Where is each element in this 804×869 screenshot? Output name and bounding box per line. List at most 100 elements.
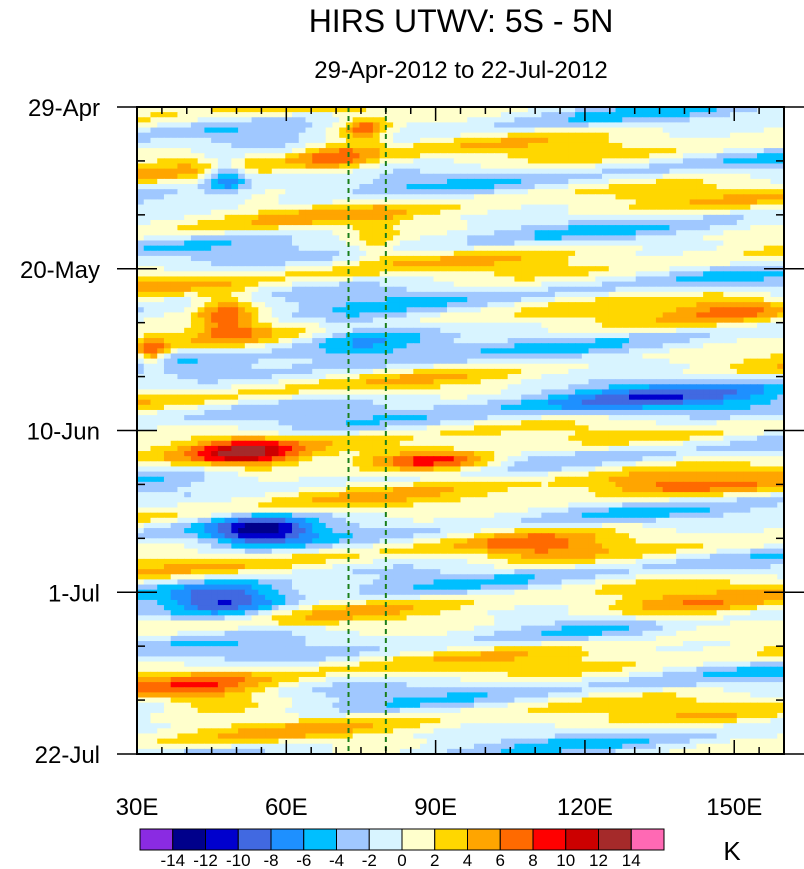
heatmap-cell <box>676 122 684 129</box>
heatmap-cell <box>473 368 482 375</box>
heatmap-cell <box>150 240 158 247</box>
heatmap-cell <box>386 266 394 272</box>
heatmap-cell <box>757 240 765 247</box>
heatmap-cell <box>285 255 293 262</box>
heatmap-cell <box>157 348 165 355</box>
heatmap-cell <box>588 168 596 175</box>
heatmap-cell <box>527 302 536 308</box>
heatmap-cell <box>676 322 684 329</box>
heatmap-cell <box>635 153 644 159</box>
heatmap-cell <box>339 168 347 175</box>
heatmap-cell <box>521 240 529 247</box>
heatmap-cell <box>278 127 286 134</box>
heatmap-cell <box>339 266 347 272</box>
heatmap-cell <box>723 225 731 231</box>
heatmap-cell <box>602 137 610 144</box>
heatmap-cell <box>238 312 246 319</box>
heatmap-cell <box>669 173 677 180</box>
heatmap-cell <box>204 204 212 211</box>
heatmap-cell <box>716 286 724 293</box>
heatmap-cell <box>703 261 711 267</box>
heatmap-cell <box>426 363 435 370</box>
heatmap-cell <box>372 353 381 360</box>
heatmap-cell <box>682 286 691 293</box>
heatmap-cell <box>224 168 232 175</box>
heatmap-cell <box>561 117 569 123</box>
heatmap-cell <box>305 266 313 272</box>
heatmap-cell <box>453 173 462 180</box>
heatmap-cell <box>467 353 475 360</box>
heatmap-cell <box>696 286 704 293</box>
heatmap-cell <box>703 204 711 211</box>
heatmap-cell <box>217 178 226 185</box>
heatmap-cell <box>292 219 300 226</box>
heatmap-cell <box>581 148 590 154</box>
heatmap-cell <box>548 153 556 159</box>
heatmap-cell <box>251 296 259 303</box>
heatmap-cell <box>393 312 401 319</box>
heatmap-cell <box>413 307 421 313</box>
heatmap-cell <box>608 291 617 298</box>
heatmap-cell <box>393 184 401 190</box>
heatmap-cell <box>548 235 556 242</box>
heatmap-cell <box>682 245 691 252</box>
heatmap-cell <box>534 204 542 211</box>
heatmap-cell <box>561 240 569 247</box>
heatmap-cell <box>473 112 482 118</box>
heatmap-cell <box>473 338 482 344</box>
heatmap-cell <box>150 163 158 170</box>
heatmap-cell <box>366 266 374 272</box>
heatmap-cell <box>709 250 718 257</box>
heatmap-cell <box>696 261 704 267</box>
heatmap-cell <box>177 332 185 339</box>
heatmap-cell <box>527 194 536 201</box>
heatmap-cell <box>150 112 158 118</box>
heatmap-cell <box>622 194 630 201</box>
heatmap-cell <box>184 322 192 329</box>
heatmap-cell <box>527 173 536 180</box>
heatmap-cell <box>750 163 758 170</box>
heatmap-cell <box>467 112 475 118</box>
heatmap-cell <box>696 358 704 365</box>
heatmap-cell <box>628 122 637 129</box>
heatmap-cell <box>453 307 462 313</box>
heatmap-cell <box>278 173 286 180</box>
heatmap-cell <box>420 245 428 252</box>
heatmap-cell <box>379 148 387 154</box>
heatmap-cell <box>628 343 637 349</box>
heatmap-cell <box>568 353 576 360</box>
heatmap-cell <box>271 225 280 231</box>
heatmap-cell <box>622 348 630 355</box>
heatmap-cell <box>447 132 455 139</box>
heatmap-cell <box>238 271 246 278</box>
heatmap-cell <box>554 235 563 242</box>
heatmap-cell <box>527 250 536 257</box>
heatmap-cell <box>217 199 226 206</box>
heatmap-cell <box>251 189 259 195</box>
heatmap-cell <box>682 240 691 247</box>
heatmap-cell <box>494 235 502 242</box>
heatmap-cell <box>224 194 232 201</box>
heatmap-cell <box>568 348 576 355</box>
heatmap-cell <box>177 112 185 118</box>
heatmap-cell <box>689 358 697 365</box>
heatmap-cell <box>473 266 482 272</box>
heatmap-cell <box>211 214 219 221</box>
heatmap-cell <box>467 158 475 165</box>
heatmap-cell <box>655 158 664 165</box>
heatmap-cell <box>467 327 475 334</box>
heatmap-cell <box>730 163 738 170</box>
heatmap-cell <box>305 148 313 154</box>
heatmap-cell <box>372 276 381 283</box>
heatmap-cell <box>588 240 596 247</box>
heatmap-cell <box>467 261 475 267</box>
heatmap-cell <box>777 235 785 242</box>
heatmap-cell <box>541 271 549 278</box>
heatmap-cell <box>575 245 583 252</box>
heatmap-cell <box>460 291 468 298</box>
heatmap-cell <box>757 235 765 242</box>
heatmap-cell <box>372 307 381 313</box>
heatmap-cell <box>635 189 644 195</box>
heatmap-cell <box>703 296 711 303</box>
heatmap-cell <box>372 363 381 370</box>
